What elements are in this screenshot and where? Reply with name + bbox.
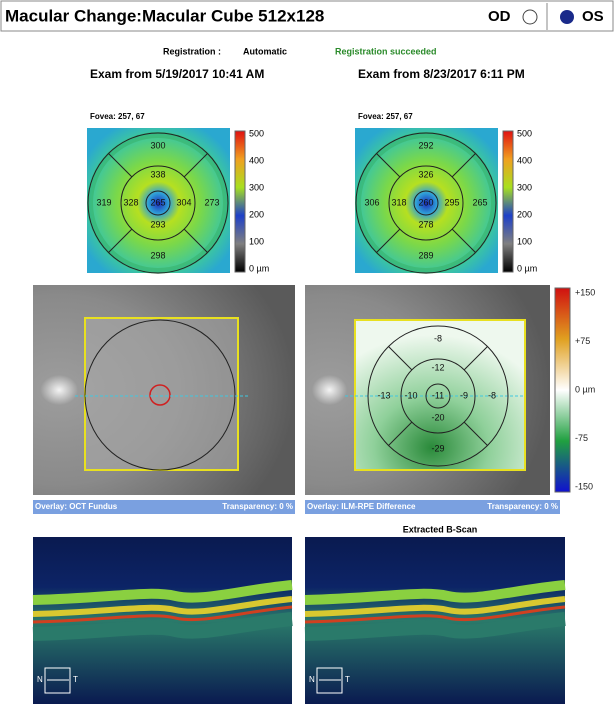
colorbar-label: 300 — [249, 182, 264, 192]
registration-value: Automatic — [243, 46, 287, 56]
sector-value: 298 — [150, 250, 165, 260]
registration-status: Registration succeeded — [335, 46, 437, 56]
difference-colorbar — [555, 288, 570, 492]
sector-value: -8 — [434, 333, 442, 343]
sector-value: -20 — [431, 412, 444, 422]
colorbar-label: 0 µm — [517, 263, 537, 273]
od-radio[interactable] — [523, 10, 537, 24]
sector-value: 319 — [96, 197, 111, 207]
colorbar-label: -150 — [575, 481, 593, 491]
overlay-transparency: Transparency: 0 % — [487, 502, 558, 511]
thickness-colorbar — [503, 131, 513, 272]
overlay-transparency: Transparency: 0 % — [222, 502, 293, 511]
exam-date: Exam from 5/19/2017 10:41 AM — [90, 67, 264, 81]
os-radio[interactable] — [560, 10, 574, 24]
sector-value: 338 — [150, 169, 165, 179]
sector-value: 318 — [391, 197, 406, 207]
sector-value: 326 — [418, 169, 433, 179]
sector-value: 292 — [418, 140, 433, 150]
sector-value: 293 — [150, 219, 165, 229]
colorbar-label: 300 — [517, 182, 532, 192]
overlay-label: Overlay: ILM-RPE Difference — [307, 502, 416, 511]
sector-value: 300 — [150, 140, 165, 150]
sector-value: 289 — [418, 250, 433, 260]
os-label[interactable]: OS — [582, 8, 604, 25]
colorbar-label: +150 — [575, 287, 595, 297]
colorbar-label: 100 — [517, 236, 532, 246]
overlay-label: Overlay: OCT Fundus — [35, 502, 118, 511]
fovea: Fovea: 257, 67 — [358, 112, 413, 121]
title: Macular Change:Macular Cube 512x128 — [5, 6, 324, 25]
colorbar-label: 500 — [517, 128, 532, 138]
colorbar-label: 500 — [249, 128, 264, 138]
registration-label: Registration : — [163, 46, 221, 56]
exam-date: Exam from 8/23/2017 6:11 PM — [358, 67, 525, 81]
temporal-label: T — [345, 675, 350, 684]
colorbar-label: 100 — [249, 236, 264, 246]
sector-value: 265 — [150, 197, 165, 207]
sector-value: -13 — [377, 390, 390, 400]
sector-value: 273 — [204, 197, 219, 207]
sector-value: -9 — [460, 390, 468, 400]
sector-value: 304 — [176, 197, 191, 207]
colorbar-label: 400 — [249, 155, 264, 165]
colorbar-label: +75 — [575, 336, 590, 346]
colorbar-label: 200 — [517, 209, 532, 219]
sector-value: 260 — [418, 197, 433, 207]
sector-value: 265 — [472, 197, 487, 207]
fovea: Fovea: 257, 67 — [90, 112, 145, 121]
od-label[interactable]: OD — [488, 8, 511, 25]
nasal-label: N — [309, 675, 315, 684]
sector-value: -8 — [488, 390, 496, 400]
sector-value: -29 — [431, 443, 444, 453]
sector-value: 306 — [364, 197, 379, 207]
colorbar-label: 0 µm — [249, 263, 269, 273]
report: Macular Change:Macular Cube 512x128 OD O… — [0, 0, 615, 705]
thickness-colorbar — [235, 131, 245, 272]
colorbar-label: 200 — [249, 209, 264, 219]
sector-value: 278 — [418, 219, 433, 229]
colorbar-label: -75 — [575, 433, 588, 443]
temporal-label: T — [73, 675, 78, 684]
bscan-title: Extracted B-Scan — [403, 524, 478, 534]
sector-value: -10 — [404, 390, 417, 400]
colorbar-label: 400 — [517, 155, 532, 165]
sector-value: 295 — [444, 197, 459, 207]
nasal-label: N — [37, 675, 43, 684]
colorbar-label: 0 µm — [575, 384, 595, 394]
sector-value: 328 — [123, 197, 138, 207]
sector-value: -11 — [432, 390, 444, 400]
sector-value: -12 — [431, 362, 444, 372]
